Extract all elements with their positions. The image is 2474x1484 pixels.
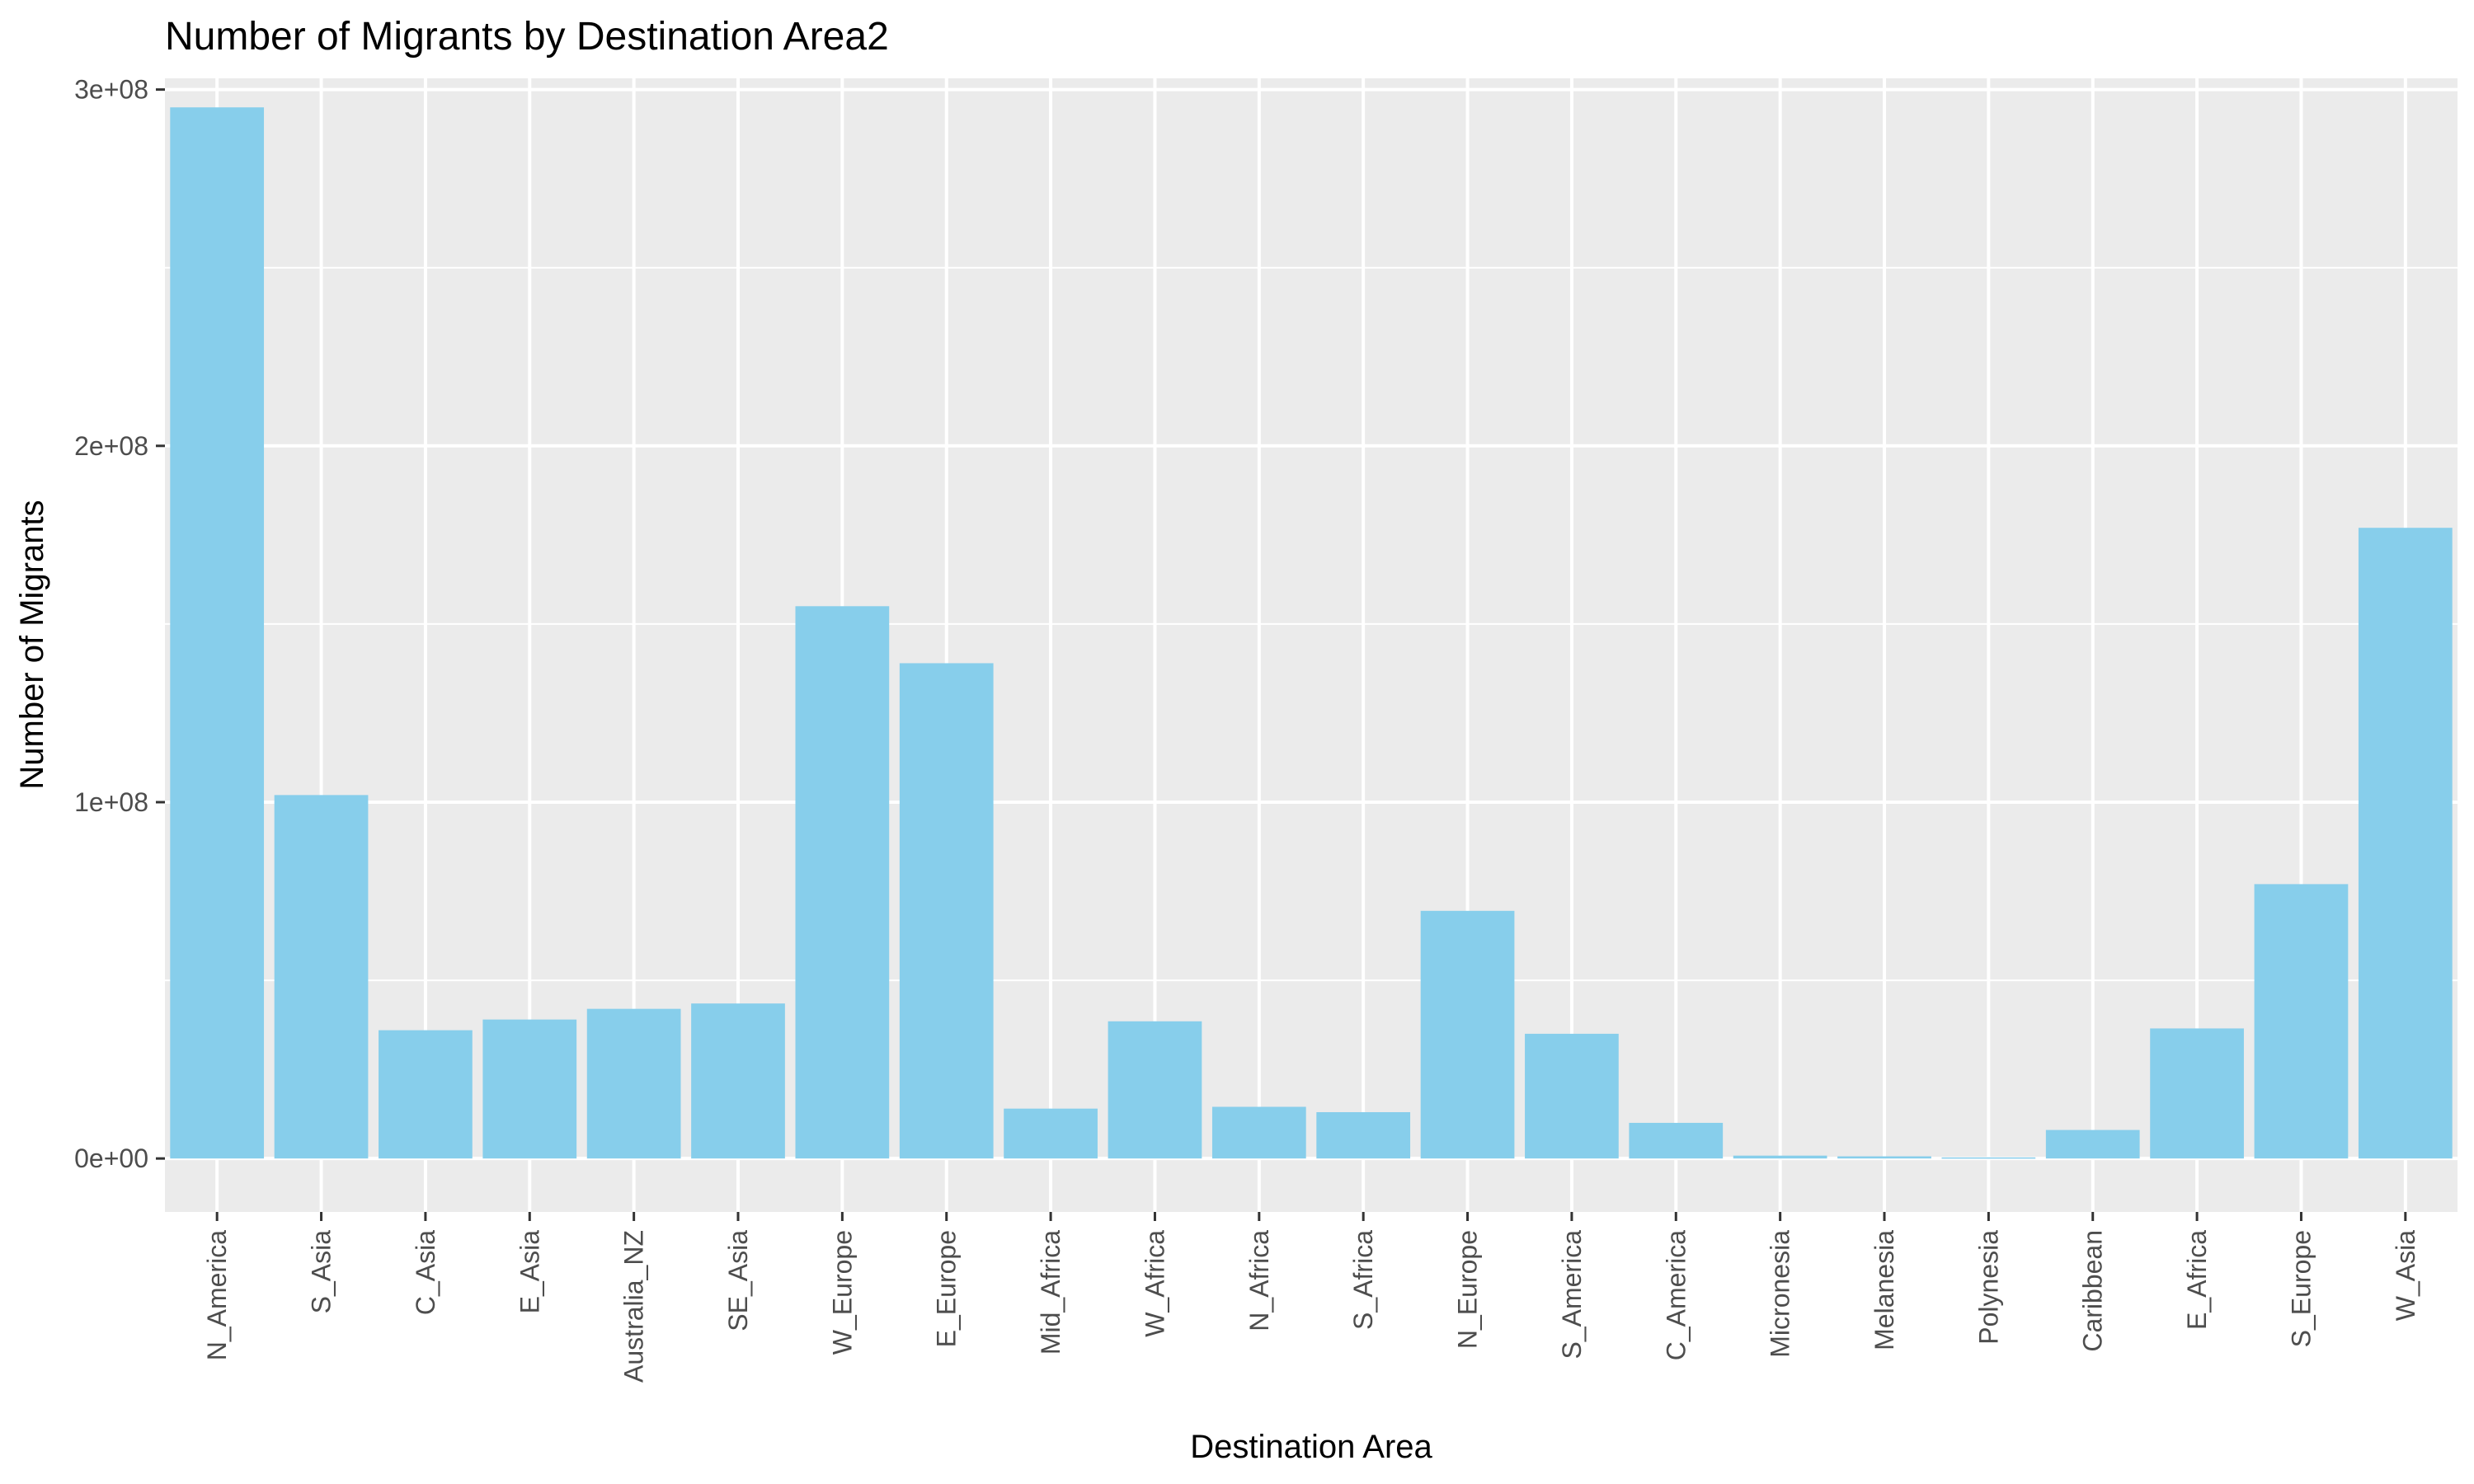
bar-s-europe bbox=[2254, 884, 2349, 1159]
x-tick-label: Melanesia bbox=[1870, 1230, 1899, 1350]
bar-w-asia bbox=[2358, 528, 2453, 1159]
bar-w-africa bbox=[1108, 1021, 1202, 1159]
x-tick-label: N_Africa bbox=[1244, 1230, 1274, 1331]
x-tick-label: Caribbean bbox=[2078, 1230, 2108, 1352]
y-tick-label: 0e+00 bbox=[74, 1144, 148, 1173]
bar-mid-africa bbox=[1004, 1108, 1098, 1159]
x-tick-label: E_Europe bbox=[932, 1230, 962, 1347]
chart-title: Number of Migrants by Destination Area2 bbox=[165, 15, 889, 59]
bar-c-america bbox=[1629, 1122, 1724, 1159]
bar-s-asia bbox=[274, 795, 369, 1159]
bar-n-africa bbox=[1211, 1106, 1306, 1159]
bar-w-europe bbox=[795, 606, 890, 1159]
x-tick-label: C_America bbox=[1661, 1230, 1691, 1360]
minor-gridlines-y bbox=[165, 266, 2458, 982]
x-tick-label: S_America bbox=[1557, 1230, 1587, 1360]
y-tick-label: 1e+08 bbox=[74, 787, 148, 817]
x-tick-label: Australia_NZ bbox=[619, 1230, 649, 1383]
x-axis-title: Destination Area bbox=[1190, 1429, 1432, 1465]
bar-s-america bbox=[1525, 1033, 1619, 1159]
y-axis-title: Number of Migrants bbox=[14, 500, 50, 789]
y-tick-label: 2e+08 bbox=[74, 431, 148, 461]
x-tick-label: N_Europe bbox=[1453, 1230, 1483, 1349]
x-axis-ticks: N_America S_Asia C_Asia E_Asia Australia_NZ S… bbox=[202, 1212, 2420, 1383]
bar-e-africa bbox=[2150, 1028, 2244, 1159]
bar-australia-nz bbox=[586, 1008, 681, 1159]
bar-caribbean bbox=[2045, 1129, 2140, 1159]
bar-se-asia bbox=[691, 1003, 785, 1159]
bar-melanesia bbox=[1837, 1156, 1931, 1159]
x-tick-label: Mid_Africa bbox=[1036, 1230, 1065, 1355]
bar-polynesia bbox=[1941, 1157, 2036, 1159]
bar-micronesia bbox=[1733, 1155, 1827, 1159]
bars bbox=[170, 107, 2453, 1159]
bar-e-europe bbox=[899, 663, 994, 1159]
x-tick-label: Polynesia bbox=[1973, 1230, 2003, 1345]
x-tick-label: W_Asia bbox=[2391, 1230, 2420, 1321]
y-tick-label: 3e+08 bbox=[74, 75, 148, 105]
x-tick-label: C_Asia bbox=[411, 1230, 440, 1315]
x-tick-label: W_Africa bbox=[1140, 1230, 1169, 1337]
bar-n-europe bbox=[1420, 910, 1515, 1159]
x-tick-label: S_Africa bbox=[1348, 1230, 1378, 1330]
x-tick-label: E_Asia bbox=[515, 1230, 544, 1314]
x-tick-label: N_America bbox=[202, 1230, 232, 1360]
x-tick-label: E_Africa bbox=[2182, 1230, 2212, 1330]
x-tick-label: W_Europe bbox=[827, 1230, 857, 1355]
x-tick-label: SE_Asia bbox=[723, 1230, 753, 1331]
bar-n-america bbox=[170, 107, 265, 1159]
x-tick-label: Micronesia bbox=[1766, 1230, 1795, 1358]
y-axis-ticks: 0e+00 1e+08 2e+08 3e+08 bbox=[74, 75, 165, 1173]
bar-c-asia bbox=[379, 1030, 473, 1159]
bar-e-asia bbox=[482, 1019, 577, 1159]
x-tick-label: S_Asia bbox=[307, 1230, 336, 1314]
x-tick-label: S_Europe bbox=[2286, 1230, 2316, 1347]
bar-s-africa bbox=[1316, 1111, 1411, 1159]
